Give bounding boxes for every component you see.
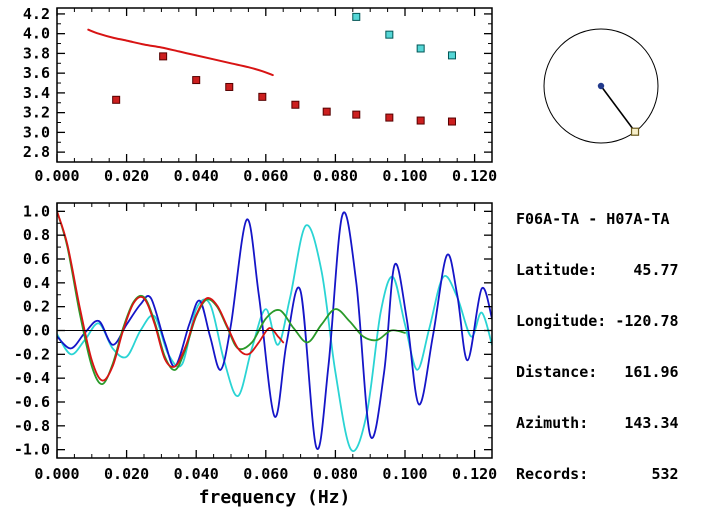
longitude-line: Longitude: -120.78 <box>516 312 679 330</box>
x-tick-label: 0.100 <box>382 167 427 185</box>
station-center-dot <box>597 82 605 90</box>
x-tick-label: 0.060 <box>243 465 288 483</box>
azimuth-indicator <box>543 28 659 144</box>
x-tick-label: 0.120 <box>452 465 497 483</box>
station-info-panel: F06A-TA - H07A-TA Latitude: 45.77 Longit… <box>516 177 679 517</box>
x-tick-label: 0.000 <box>34 167 79 185</box>
x-tick-label: 0.020 <box>104 465 149 483</box>
azimuth-circle <box>543 28 659 144</box>
y-tick-label: 1.0 <box>23 202 50 220</box>
x-tick-label: 0.100 <box>382 465 427 483</box>
dispersion-frame <box>56 7 493 163</box>
y-tick-label: 0.0 <box>23 322 50 340</box>
x-tick-label: 0.120 <box>452 167 497 185</box>
accepted-measurements-point[interactable] <box>225 82 234 91</box>
y-tick-label: -0.6 <box>14 393 50 411</box>
x-axis-label: frequency (Hz) <box>199 487 351 508</box>
rejected-measurements-point[interactable] <box>447 51 456 60</box>
y-tick-label: 4.0 <box>23 25 50 43</box>
y-tick-label: -1.0 <box>14 441 50 459</box>
y-tick-label: -0.2 <box>14 345 50 363</box>
y-tick-label: -0.8 <box>14 417 50 435</box>
accepted-measurements-point[interactable] <box>258 92 267 101</box>
latitude-line: Latitude: 45.77 <box>516 261 679 279</box>
x-tick-label: 0.040 <box>174 465 219 483</box>
y-tick-label: 4.2 <box>23 5 50 23</box>
x-tick-label: 0.060 <box>243 167 288 185</box>
accepted-measurements-point[interactable] <box>112 95 121 104</box>
accepted-measurements-point[interactable] <box>352 110 361 119</box>
waveform-cyan <box>57 224 492 452</box>
accepted-measurements-point[interactable] <box>322 107 331 116</box>
y-tick-label: 0.4 <box>23 274 50 292</box>
azimuth-endpoint-marker <box>630 127 640 136</box>
records-line: Records: 532 <box>516 465 679 483</box>
station-pair-label: F06A-TA - H07A-TA <box>516 210 670 228</box>
accepted-measurements-point[interactable] <box>291 100 300 109</box>
x-tick-label: 0.040 <box>174 167 219 185</box>
y-tick-label: 3.8 <box>23 44 50 62</box>
x-tick-label: 0.000 <box>34 465 79 483</box>
rejected-measurements-point[interactable] <box>352 12 361 21</box>
accepted-measurements-point[interactable] <box>159 52 168 61</box>
panel-waveforms: 0.000 0.020 0.040 0.060 0.080 0.100 0.120 1.0 0.… <box>14 202 497 508</box>
rejected-measurements-point[interactable] <box>416 44 425 53</box>
x-tick-label: 0.080 <box>313 465 358 483</box>
y-tick-label: 0.6 <box>23 250 50 268</box>
x-tick-label: 0.080 <box>313 167 358 185</box>
accepted-measurements-point[interactable] <box>416 116 425 125</box>
distance-line: Distance: 161.96 <box>516 363 679 381</box>
panel-dispersion: 0.000 0.020 0.040 0.060 0.080 0.100 0.120 2.8 3.… <box>23 5 497 185</box>
y-tick-label: 2.8 <box>23 143 50 161</box>
rejected-measurements-point[interactable] <box>385 30 394 39</box>
y-tick-label: 3.2 <box>23 104 50 122</box>
y-tick-label: 3.6 <box>23 64 50 82</box>
waveform-green <box>57 210 406 385</box>
azimuth-line <box>600 85 636 133</box>
x-tick-label: 0.020 <box>104 167 149 185</box>
y-tick-label: -0.4 <box>14 369 50 387</box>
y-tick-label: 0.8 <box>23 226 50 244</box>
y-tick-label: 3.0 <box>23 123 50 141</box>
reference-dispersion-curve <box>87 28 274 77</box>
accepted-measurements-point[interactable] <box>385 113 394 122</box>
y-tick-label: 3.4 <box>23 84 50 102</box>
accepted-measurements-point[interactable] <box>447 117 456 126</box>
waveform-red <box>57 210 285 382</box>
accepted-measurements-point[interactable] <box>192 76 201 85</box>
azimuth-line: Azimuth: 143.34 <box>516 414 679 432</box>
y-tick-label: 0.2 <box>23 298 50 316</box>
